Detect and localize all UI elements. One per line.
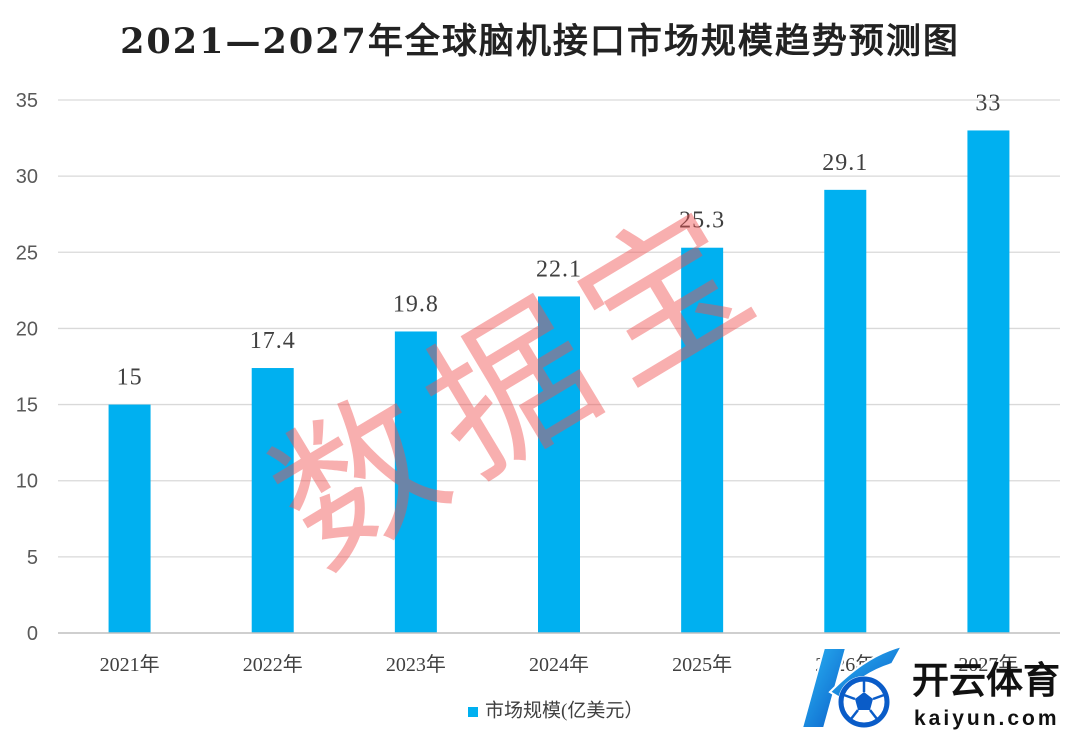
x-tick-label: 2024年 xyxy=(529,653,589,676)
logo-name: 开云体育 xyxy=(912,659,1060,702)
data-label: 33 xyxy=(975,90,1001,116)
bar xyxy=(681,247,724,633)
bar xyxy=(824,189,867,633)
legend-swatch xyxy=(468,706,478,717)
x-tick-label: 2022年 xyxy=(243,653,303,676)
bar xyxy=(394,331,437,633)
data-label: 17.4 xyxy=(250,328,296,354)
y-tick-label: 35 xyxy=(16,90,38,112)
bar-series xyxy=(108,130,1010,633)
y-tick-label: 0 xyxy=(27,623,38,645)
bar xyxy=(538,296,580,633)
chart-title: 2021—2027年全球脑机接口市场规模趋势预测图 xyxy=(120,21,960,62)
data-label: 22.1 xyxy=(536,256,582,282)
data-label: 19.8 xyxy=(393,291,439,317)
legend: 市场规模(亿美元） xyxy=(468,698,643,724)
bar xyxy=(108,404,151,633)
y-tick-label: 25 xyxy=(16,242,38,264)
y-tick-label: 10 xyxy=(16,471,38,493)
bar xyxy=(967,130,1010,633)
data-label: 29.1 xyxy=(822,150,868,176)
kaiyun-k-soccer-ball-icon xyxy=(800,644,905,729)
x-tick-label: 2023年 xyxy=(386,653,446,676)
x-tick-label: 2027年 xyxy=(958,653,1018,676)
data-label: 15 xyxy=(117,365,143,391)
y-tick-label: 30 xyxy=(16,166,38,188)
logo-domain: kaiyun.com xyxy=(914,707,1060,730)
y-tick-label: 15 xyxy=(16,395,38,417)
y-tick-label: 20 xyxy=(16,318,38,340)
bar xyxy=(251,368,294,633)
x-tick-label: 2021年 xyxy=(100,653,160,676)
y-tick-label: 5 xyxy=(27,547,38,569)
data-label: 25.3 xyxy=(679,208,725,234)
legend-label: 市场规模(亿美元） xyxy=(485,700,644,722)
x-tick-label: 2025年 xyxy=(672,653,732,676)
